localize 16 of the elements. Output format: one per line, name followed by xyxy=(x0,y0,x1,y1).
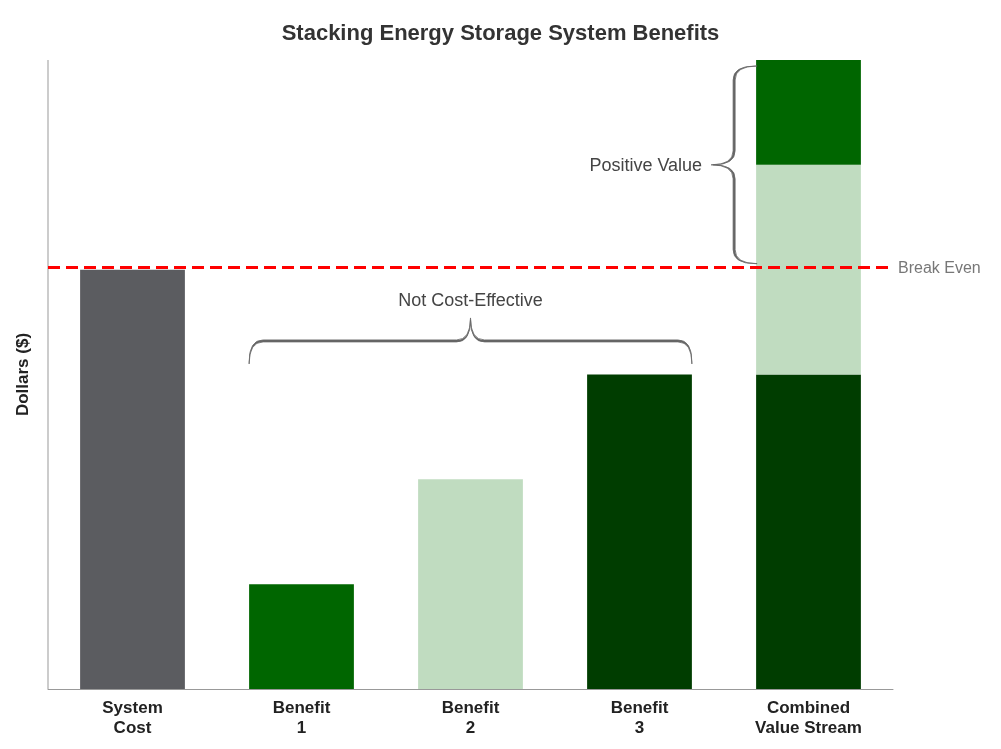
y-axis-title: Dollars ($) xyxy=(12,332,32,417)
annotation: Positive Value xyxy=(589,154,703,175)
chart-title: Stacking Energy Storage System Benefits xyxy=(281,19,720,45)
annotation: Not Cost-Effective xyxy=(398,289,543,310)
ref-line-label: Break Even xyxy=(898,259,981,277)
x-tick-label: Benefit 1 xyxy=(272,697,331,737)
bar xyxy=(80,269,185,689)
x-tick-label: Combined Value Stream xyxy=(755,697,862,737)
x-tick-label: Benefit 2 xyxy=(441,697,500,737)
bar xyxy=(418,479,523,689)
x-tick-label: System Cost xyxy=(102,697,163,737)
bar xyxy=(249,584,354,689)
bar xyxy=(756,374,861,689)
x-tick-label: Benefit 3 xyxy=(610,697,669,737)
bar xyxy=(587,374,692,689)
bar xyxy=(756,164,861,375)
